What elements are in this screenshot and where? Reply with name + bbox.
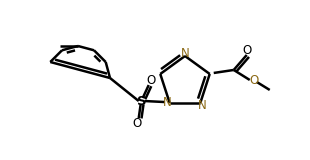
- Text: O: O: [242, 44, 251, 57]
- Text: O: O: [132, 116, 141, 130]
- Text: S: S: [137, 95, 147, 108]
- Text: O: O: [249, 74, 258, 88]
- Text: N: N: [181, 47, 189, 60]
- Text: N: N: [163, 96, 172, 108]
- Text: N: N: [198, 99, 207, 112]
- Text: O: O: [146, 74, 155, 87]
